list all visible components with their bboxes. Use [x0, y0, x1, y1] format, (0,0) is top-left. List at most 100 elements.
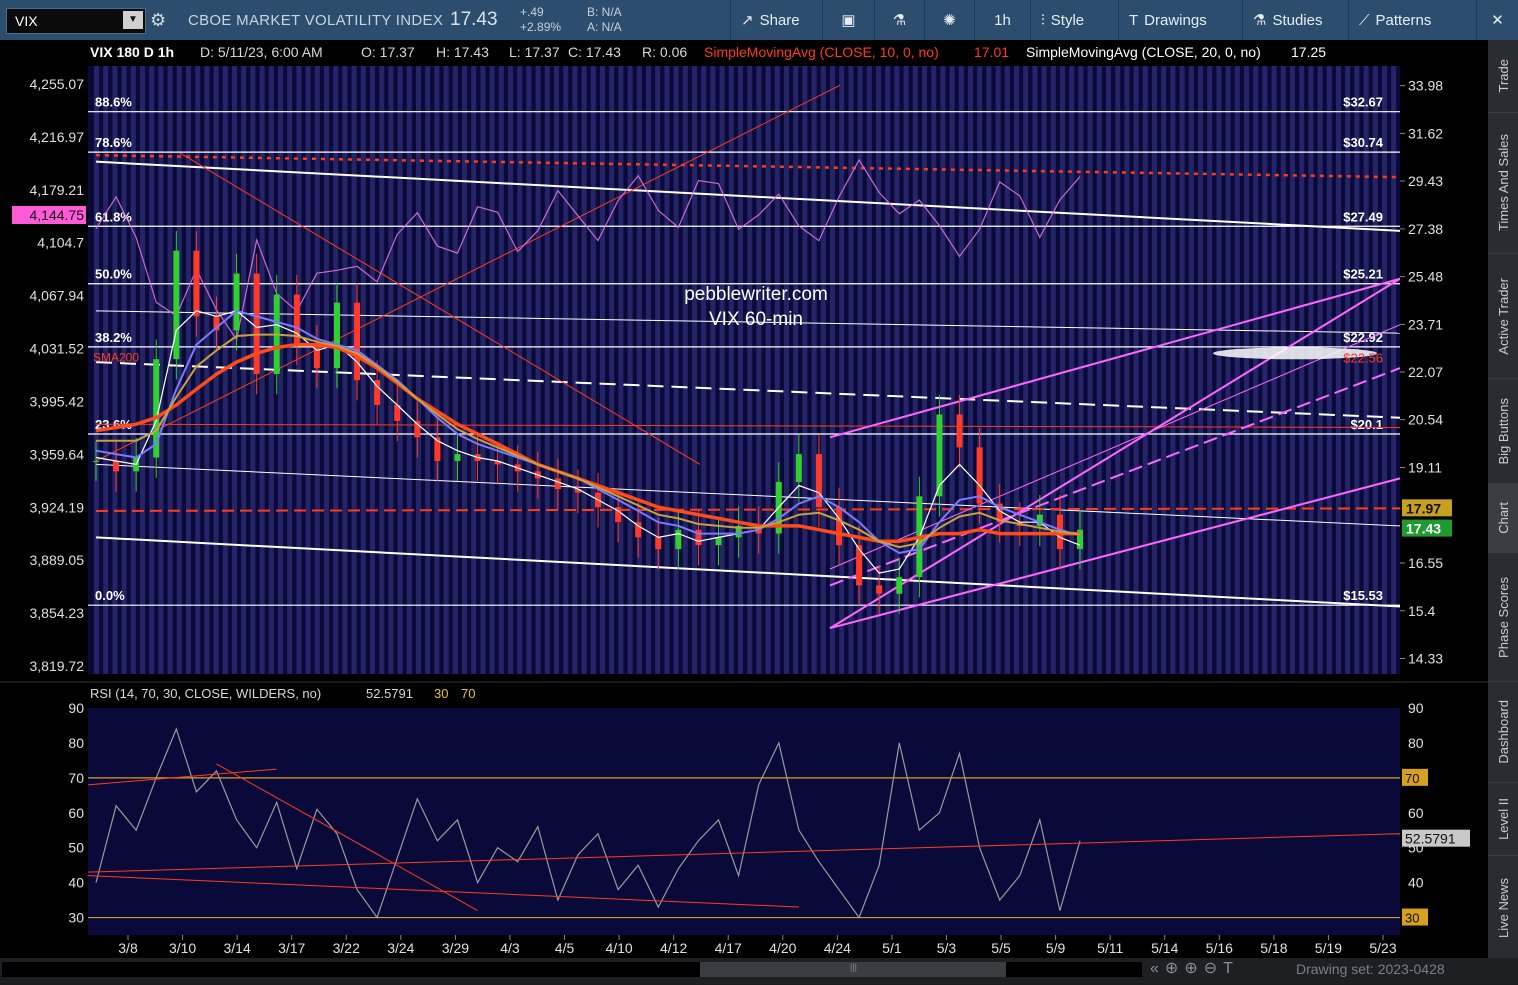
time-scrollbar[interactable]: ||| [2, 962, 1142, 977]
scrollbar-thumb[interactable] [700, 962, 1006, 977]
style-button[interactable]: ⫶ Style [1030, 0, 1118, 40]
session-stripe [848, 66, 854, 674]
session-stripe [949, 66, 955, 674]
session-stripe [250, 66, 256, 674]
chart-canvas[interactable]: 88.6% $32.67 78.6% $30.74 61.8% $27.49 50.0% $2… [0, 40, 1488, 980]
fib-price-label: $30.74 [1343, 135, 1384, 150]
session-stripe [186, 66, 191, 674]
text-tool-icon[interactable]: T [1223, 960, 1239, 977]
drawings-button[interactable]: T Drawings [1118, 0, 1242, 40]
close-button[interactable]: ✕ [1476, 0, 1518, 40]
rsi-right-label: 40 [1408, 875, 1424, 891]
session-stripe [305, 66, 311, 674]
session-stripe [1216, 66, 1222, 674]
zoom-out-icon[interactable]: ⊖ [1203, 960, 1224, 977]
instrument-name: CBOE MARKET VOLATILITY INDEX [188, 12, 444, 29]
studies-button[interactable]: ⚗ Studies [1242, 0, 1348, 40]
zoom-in-icon[interactable]: ⊕ [1184, 960, 1204, 977]
x-axis-label: 3/17 [278, 940, 305, 956]
session-stripe [1317, 66, 1323, 674]
session-stripe [1207, 66, 1213, 674]
right-axis-label: 19.11 [1408, 460, 1442, 476]
drawing-set-label[interactable]: Drawing set: 2023-0428 [1296, 961, 1445, 977]
x-axis-label: 5/1 [882, 940, 902, 956]
tab-times-and-sales[interactable]: Times And Sales [1488, 113, 1518, 254]
share-button[interactable]: ↗ Share [730, 0, 822, 40]
session-stripe [1354, 66, 1360, 674]
session-stripe [1326, 66, 1332, 674]
tab-trade[interactable]: Trade [1488, 40, 1518, 113]
session-stripe [370, 66, 375, 674]
session-stripe [434, 66, 440, 674]
bid-ask-block: B: N/A A: N/A [587, 5, 622, 35]
settings-button[interactable]: ✺ [924, 0, 974, 40]
tab-phase-scores[interactable]: Phase Scores [1488, 553, 1518, 682]
share-icon: ↗ [741, 12, 754, 29]
zoom-controls[interactable]: «⊕⊕⊖T [1150, 958, 1239, 978]
ma-line [95, 310, 1081, 574]
chevron-down-icon[interactable]: ▼ [123, 11, 143, 29]
x-axis-label: 3/14 [224, 940, 251, 956]
session-stripe [1050, 66, 1056, 674]
change-percent: +2.89% [520, 20, 562, 34]
left-axis-label: 4,067.94 [30, 288, 85, 304]
tab-live-news[interactable]: Live News [1488, 856, 1518, 961]
candle-body [434, 437, 441, 461]
candle-body [173, 250, 180, 360]
session-stripe [1096, 66, 1102, 674]
tab-dashboard[interactable]: Dashboard [1488, 682, 1518, 783]
session-stripe [1161, 66, 1167, 674]
tab-big-buttons[interactable]: Big Buttons [1488, 379, 1518, 484]
session-stripe [931, 66, 937, 674]
rsi-panel: 9090808070706060505040403030703052.57913… [68, 700, 1488, 956]
fib-price-label: $25.21 [1343, 267, 1383, 282]
session-stripe [1290, 66, 1295, 674]
fib-pct-label: 78.6% [95, 135, 132, 150]
candle-body [876, 585, 883, 594]
flask-icon: ⚗ [1253, 12, 1267, 29]
fan-line-down [179, 152, 701, 465]
tab-chart[interactable]: Chart [1488, 484, 1518, 553]
flask-button[interactable]: ⚗ [874, 0, 924, 40]
session-stripe [1382, 66, 1387, 674]
candle-body [675, 529, 682, 550]
tab-active-trader[interactable]: Active Trader [1488, 254, 1518, 379]
candle-body [454, 454, 461, 461]
rsi-trendline [87, 768, 277, 786]
session-stripe [544, 66, 550, 674]
left-axis-label: 4,216.97 [30, 129, 85, 145]
session-stripe [103, 66, 109, 674]
x-axis-label: 3/8 [118, 940, 138, 956]
candle-body [615, 507, 622, 523]
session-stripe [765, 66, 771, 674]
session-stripe [1115, 66, 1121, 674]
session-stripe [977, 66, 983, 674]
trendline-upper [95, 160, 1401, 232]
fib-price-label: $15.53 [1343, 588, 1383, 603]
session-stripe [710, 66, 716, 674]
snapshot-button[interactable]: ▣ [822, 0, 874, 40]
last-price: 17.43 [450, 9, 498, 30]
rsi-value-tag [1402, 829, 1470, 847]
session-stripe [903, 66, 909, 674]
chart-area[interactable]: 88.6% $32.67 78.6% $30.74 61.8% $27.49 50.0% $2… [0, 40, 1488, 980]
candle-body [1036, 514, 1043, 526]
session-stripe [517, 66, 523, 674]
tab-level-ii[interactable]: Level II [1488, 783, 1518, 856]
top-toolbar: VIX ▼ ⚙ CBOE MARKET VOLATILITY INDEX 17.… [0, 0, 1518, 41]
rsi-level-tag [1402, 768, 1428, 786]
period-button[interactable]: 1h [974, 0, 1030, 40]
rsi-axis-bg [1400, 708, 1488, 935]
fib-pct-label: 88.6% [95, 95, 132, 110]
session-stripe [508, 66, 513, 674]
scroll-left-icon[interactable]: « [1150, 960, 1165, 977]
crosshair-icon[interactable]: ⊕ [1164, 960, 1185, 977]
session-stripe [425, 66, 431, 674]
session-stripe [1299, 66, 1305, 674]
patterns-button[interactable]: ⟋ Patterns [1348, 0, 1476, 40]
gear-icon[interactable]: ⚙ [150, 10, 167, 30]
rsi-right-label: 80 [1408, 735, 1424, 751]
fib-price-label: $27.49 [1343, 209, 1383, 224]
session-stripe [1262, 66, 1268, 674]
symbol-input[interactable]: VIX ▼ [6, 8, 146, 34]
